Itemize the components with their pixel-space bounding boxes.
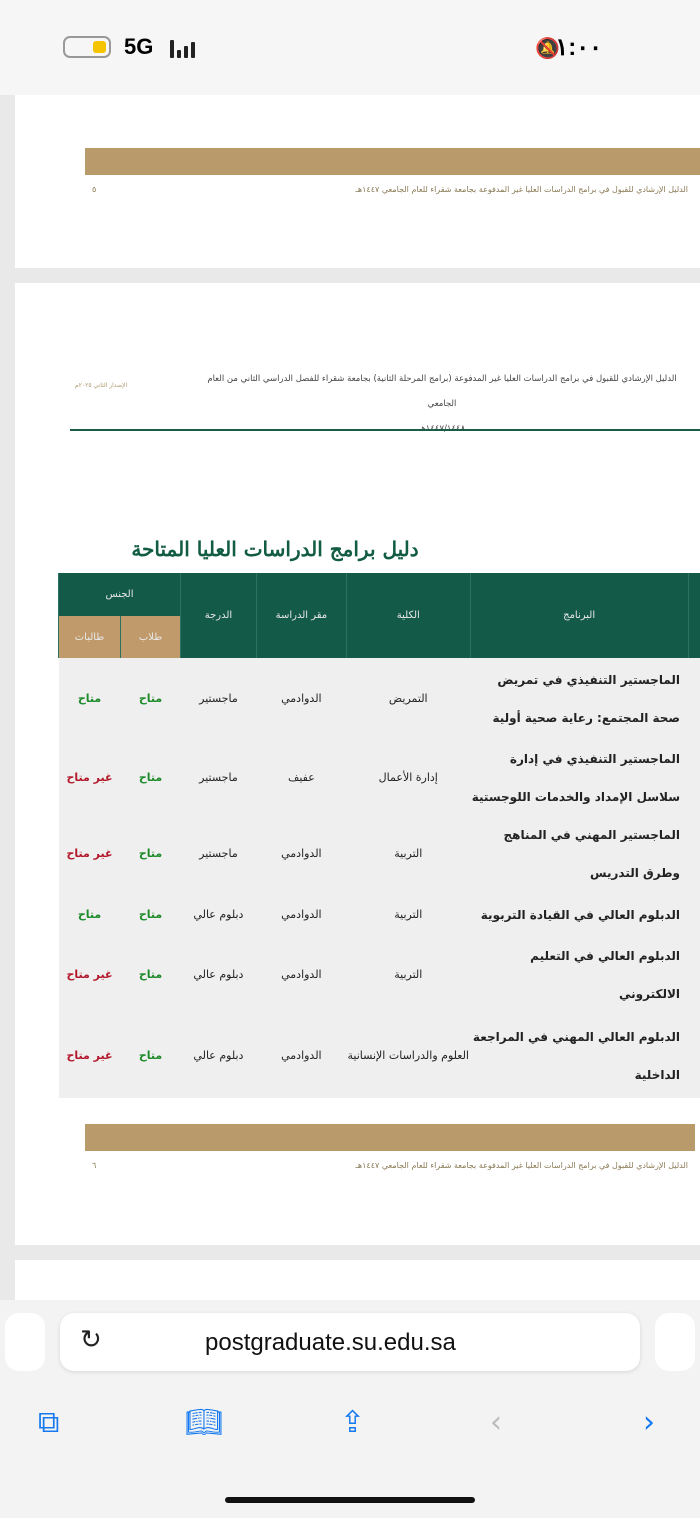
table-row: الماجستير التنفيذي في إدارة سلاسل الإمدا… [58, 740, 700, 816]
cell-program: الدبلوم العالي في القيادة التربوية [470, 892, 689, 937]
cell-degree: ماجستير [180, 740, 257, 816]
cell-location: الدوادمي [256, 892, 347, 937]
browser-toolbar [0, 1385, 700, 1518]
table-row: الماجستير التنفيذي في تمريض صحة المجتمع:… [58, 658, 700, 740]
footer-bar [85, 148, 700, 175]
cell-female: متاح [58, 892, 121, 937]
table-row: الماجستير المهني في المناهج وطرق التدريس… [58, 816, 700, 892]
edition-label: الإصدار الثاني ٢٠٢٥م [75, 382, 128, 389]
cell-degree: دبلوم عالي [180, 1013, 257, 1098]
col-college: الكلية [345, 573, 471, 658]
signal-icon [170, 38, 195, 58]
col-program: البرنامج [469, 573, 689, 658]
col-male: طلاب [120, 616, 181, 658]
cell-college: إدارة الأعمال [346, 740, 471, 816]
home-indicator [225, 1497, 475, 1503]
cell-male: متاح [120, 1013, 181, 1098]
table-row: الدبلوم العالي في التعليم الالكتروني التر… [58, 937, 700, 1013]
back-icon[interactable]: ‹ [490, 1405, 502, 1440]
footer-bar [85, 1124, 695, 1151]
page-number: ٦ [92, 1161, 97, 1170]
share-icon[interactable]: ⇪ [340, 1405, 366, 1440]
cell-program: الماجستير المهني في المناهج وطرق التدريس [470, 816, 689, 892]
cell-location: عفيف [256, 740, 347, 816]
cell-college: التربية [346, 937, 471, 1013]
battery-icon [63, 36, 111, 58]
cell-male: متاح [120, 937, 181, 1013]
cell-college: العلوم والدراسات الإنسانية [346, 1013, 471, 1098]
cell-female: غير متاح [58, 937, 121, 1013]
cell-location: الدوادمي [256, 937, 347, 1013]
cell-female: غير متاح [58, 740, 121, 816]
col-degree: الدرجة [179, 573, 257, 658]
cell-program: الدبلوم العالي في التعليم الالكتروني [470, 937, 689, 1013]
cell-degree: ماجستير [180, 658, 257, 740]
cell-degree: ماجستير [180, 816, 257, 892]
tabs-icon[interactable]: ⧉ [38, 1405, 60, 1440]
url-field[interactable]: ↻ postgraduate.su.edu.sa [60, 1313, 640, 1371]
col-female: طالبات [57, 616, 121, 658]
page-footer: الدليل الإرشادي للقبول في برامج الدراسات… [355, 185, 688, 194]
page-number: ٥ [92, 185, 97, 194]
url-text: postgraduate.su.edu.sa [205, 1329, 456, 1356]
status-bar: 5G 🔕 ١:٠٠ [0, 0, 700, 95]
cell-male: متاح [120, 740, 181, 816]
cell-location: الدوادمي [256, 658, 347, 740]
network-type: 5G [124, 34, 154, 59]
col-gender: الجنس [58, 573, 181, 616]
col-location: مقر الدراسة [255, 573, 347, 658]
cell-female: غير متاح [58, 816, 121, 892]
programs-table: البرنامج الكلية مقر الدراسة الدرجة الجنس… [57, 573, 700, 1098]
cell-female: متاح [58, 658, 121, 740]
cell-male: متاح [120, 658, 181, 740]
header-divider [70, 429, 700, 431]
bookmarks-icon[interactable]: 📖︎ [185, 1405, 224, 1440]
cell-location: الدوادمي [256, 1013, 347, 1098]
table-row: الدبلوم العالي في القيادة التربوية التربي… [58, 892, 700, 937]
forward-icon[interactable]: › [643, 1405, 655, 1440]
page-title: دليل برامج الدراسات العليا المتاحة [131, 537, 419, 561]
next-tab-preview[interactable] [655, 1313, 695, 1371]
silent-bell-icon: 🔕 [535, 36, 560, 60]
cell-male: متاح [120, 816, 181, 892]
clock: ١:٠٠ [555, 34, 602, 61]
cell-male: متاح [120, 892, 181, 937]
cell-program: الماجستير التنفيذي في إدارة سلاسل الإمدا… [470, 740, 689, 816]
cell-college: التمريض [346, 658, 471, 740]
cell-program: الماجستير التنفيذي في تمريض صحة المجتمع:… [470, 658, 689, 740]
pdf-page-7 [15, 1260, 700, 1300]
page-footer: الدليل الإرشادي للقبول في برامج الدراسات… [355, 1161, 688, 1170]
prev-tab-preview[interactable] [5, 1313, 45, 1371]
cell-college: التربية [346, 816, 471, 892]
cell-female: غير متاح [58, 1013, 121, 1098]
cell-location: الدوادمي [256, 816, 347, 892]
cell-college: التربية [346, 892, 471, 937]
cell-program: الدبلوم العالي المهني في المراجعة الداخل… [470, 1013, 689, 1098]
reload-icon[interactable]: ↻ [80, 1325, 102, 1355]
cell-degree: دبلوم عالي [180, 892, 257, 937]
pdf-page-5: الدليل الإرشادي للقبول في برامج الدراسات… [15, 95, 700, 268]
table-row: الدبلوم العالي المهني في المراجعة الداخل… [58, 1013, 700, 1098]
cell-degree: دبلوم عالي [180, 937, 257, 1013]
